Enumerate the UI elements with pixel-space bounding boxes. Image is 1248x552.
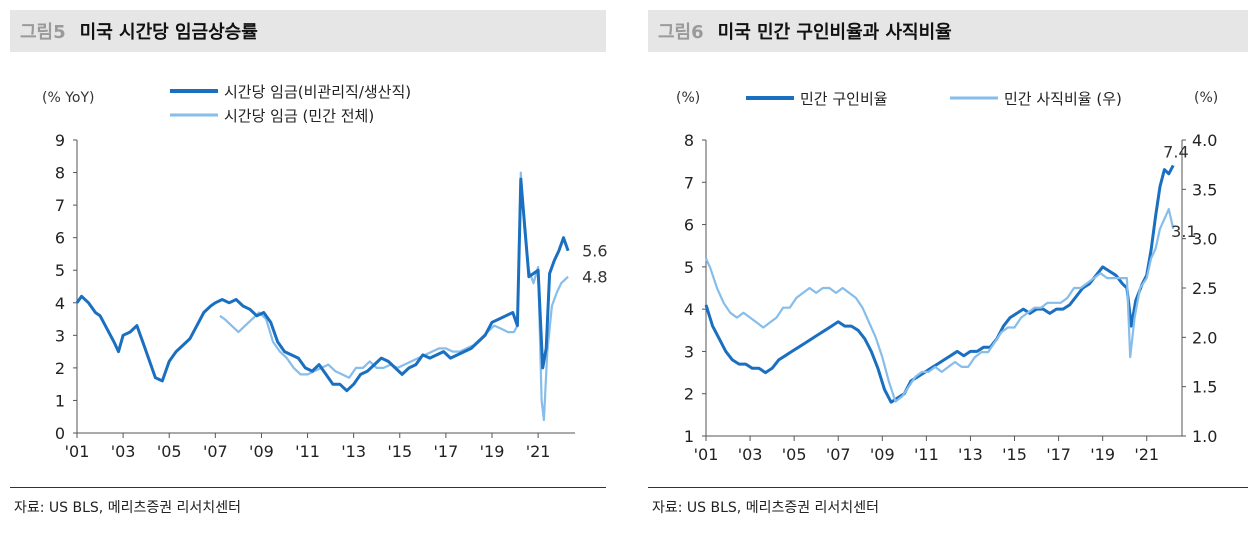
figure-title: 미국 시간당 임금상승률 [79, 22, 258, 43]
figure-number: 그림6 [658, 22, 704, 43]
y2-tick-label: 1.0 [1192, 427, 1217, 446]
y-tick-label: 2 [55, 359, 65, 378]
right-panel: 그림6 미국 민간 구인비율과 사직비율 (%) (%) 1 2 3 4 5 6 7 8 1.0 1.… [640, 0, 1248, 552]
y-tick-label: 1 [55, 391, 65, 410]
figure-title-bar: 그림5 미국 시간당 임금상승률 [10, 10, 606, 52]
y-tick-label: 1 [684, 427, 694, 446]
x-tick-label: '11 [295, 442, 320, 461]
y-tick-label: 3 [55, 326, 65, 345]
y-tick-label: 8 [684, 131, 694, 150]
source-note: 자료: US BLS, 메리츠증권 리서치센터 [652, 500, 879, 516]
y-tick-label: 5 [55, 261, 65, 280]
footer-divider [10, 487, 606, 488]
x-tick-label: '09 [249, 442, 274, 461]
figure-title-bar: 그림6 미국 민간 구인비율과 사직비율 [648, 10, 1248, 52]
y-tick-label: 0 [55, 424, 65, 443]
series-line [704, 164, 1175, 404]
x-tick-label: '13 [958, 445, 983, 464]
series-line [75, 177, 570, 393]
series-end-label: 3.1 [1171, 222, 1196, 241]
y-axis-label: (%) [676, 90, 700, 106]
y-axis-label: (% YoY) [42, 90, 95, 106]
y-tick-label: 7 [684, 173, 694, 192]
series-end-label: 5.6 [582, 242, 607, 261]
y-tick-label: 8 [55, 164, 65, 183]
y2-tick-label: 3.0 [1192, 230, 1217, 249]
x-tick-label: '15 [1002, 445, 1027, 464]
x-tick-label: '01 [65, 442, 90, 461]
y-tick-label: 6 [55, 229, 65, 248]
x-tick-label: '05 [782, 445, 807, 464]
figure-number: 그림5 [20, 22, 66, 43]
y2-tick-label: 2.5 [1192, 279, 1217, 298]
x-tick-label: '13 [341, 442, 366, 461]
x-tick-label: '21 [1134, 445, 1159, 464]
y-tick-label: 4 [684, 300, 694, 319]
series-end-label: 7.4 [1163, 142, 1188, 161]
y-tick-label: 9 [55, 131, 65, 150]
x-tick-label: '15 [387, 442, 412, 461]
x-tick-label: '21 [526, 442, 551, 461]
x-tick-label: '03 [111, 442, 136, 461]
y-tick-label: 3 [684, 342, 694, 361]
y-tick-label: 6 [684, 216, 694, 235]
footer-divider [648, 487, 1248, 488]
x-tick-label: '17 [434, 442, 459, 461]
y-tick-label: 5 [684, 258, 694, 277]
left-panel: 그림5 미국 시간당 임금상승률 (% YoY) 0 1 2 3 4 5 6 7 8 9 '01 '03… [0, 0, 620, 552]
series-line [219, 171, 569, 422]
y-tick-label: 7 [55, 196, 65, 215]
x-tick-label: '07 [826, 445, 851, 464]
y2-tick-label: 1.5 [1192, 378, 1217, 397]
figure-title: 미국 민간 구인비율과 사직비율 [717, 22, 952, 43]
x-tick-label: '11 [914, 445, 939, 464]
y2-axis-label: (%) [1194, 90, 1218, 106]
x-tick-label: '07 [203, 442, 228, 461]
y2-tick-label: 2.0 [1192, 328, 1217, 347]
x-tick-label: '03 [738, 445, 763, 464]
legend-label: 시간당 임금(비관리직/생산직) [224, 83, 411, 101]
legend-label: 민간 구인비율 [800, 90, 888, 108]
x-tick-label: '01 [694, 445, 719, 464]
y2-tick-label: 3.5 [1192, 180, 1217, 199]
x-tick-label: '17 [1046, 445, 1071, 464]
y-tick-label: 2 [684, 385, 694, 404]
x-tick-label: '05 [157, 442, 182, 461]
source-note: 자료: US BLS, 메리츠증권 리서치센터 [14, 500, 241, 516]
y2-tick-label: 4.0 [1192, 131, 1217, 150]
x-tick-label: '19 [1090, 445, 1115, 464]
series-end-label: 4.8 [582, 268, 607, 287]
wage-growth-chart: (% YoY) 0 1 2 3 4 5 6 7 8 9 '01 '03 '05 '07 '09 '11 '13 '1… [42, 83, 608, 461]
series-line [704, 208, 1175, 403]
legend-label: 민간 사직비율 (우) [1004, 90, 1122, 108]
legend-label: 시간당 임금 (민간 전체) [224, 107, 374, 125]
x-tick-label: '19 [480, 442, 505, 461]
x-tick-label: '09 [870, 445, 895, 464]
job-openings-quits-chart: (%) (%) 1 2 3 4 5 6 7 8 1.0 1.5 2.0 2.5 3.0 3.5 4.0 '01 '0… [676, 90, 1218, 464]
y-tick-label: 4 [55, 294, 65, 313]
